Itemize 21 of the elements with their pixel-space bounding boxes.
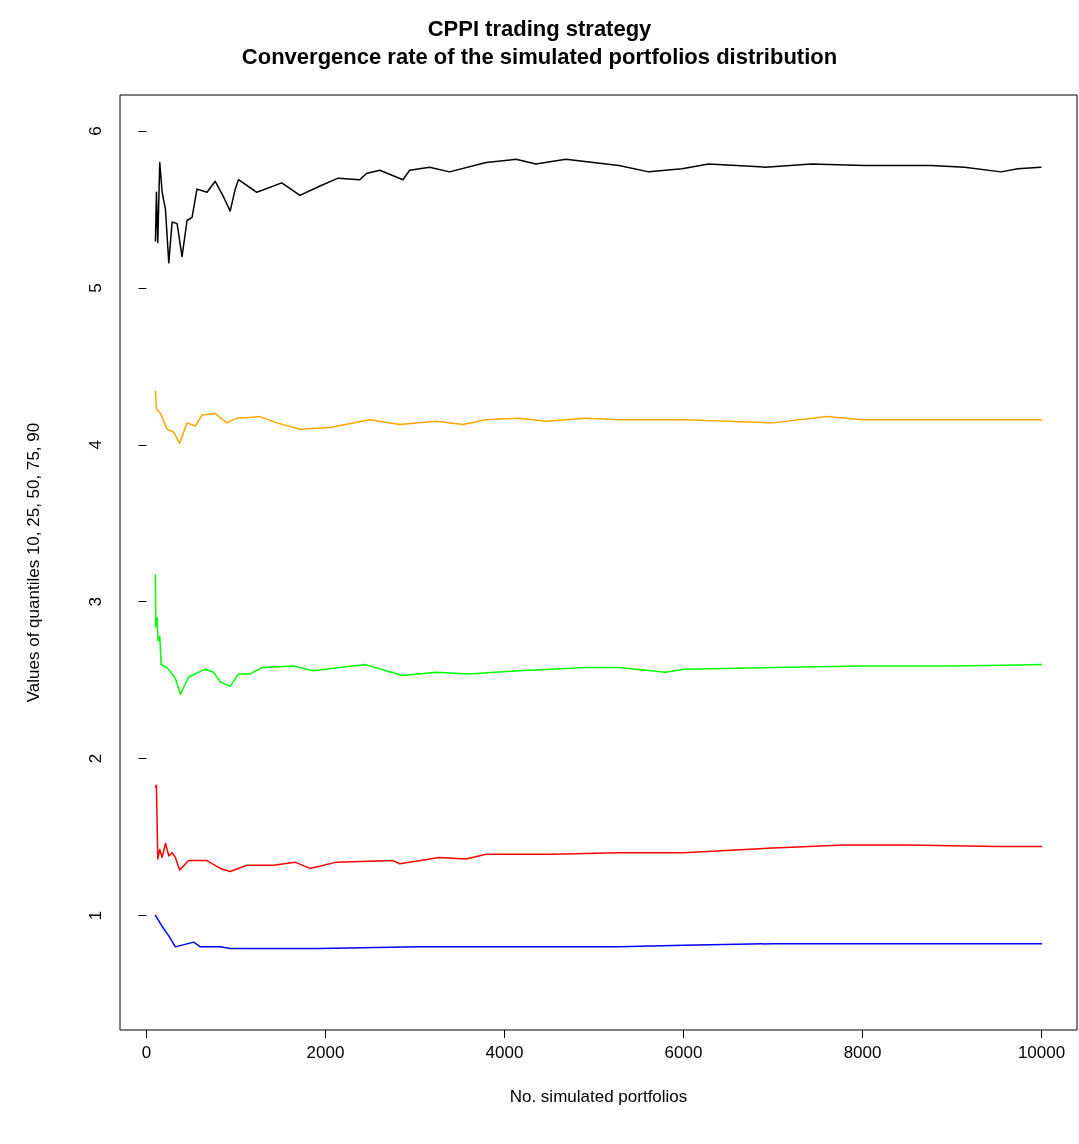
- x-tick-label: 8000: [843, 1043, 882, 1062]
- y-tick-label: 3: [86, 596, 105, 607]
- x-axis-title: No. simulated portfolios: [509, 1087, 688, 1106]
- y-tick-label: 2: [86, 753, 105, 764]
- x-tick-label: 2000: [306, 1043, 345, 1062]
- y-tick-label: 1: [86, 910, 105, 921]
- y-tick-label: 6: [86, 126, 105, 136]
- y-tick-label: 5: [86, 283, 105, 293]
- x-tick-label: 6000: [664, 1043, 703, 1062]
- chart-subtitle: Convergence rate of the simulated portfolios distribution: [241, 43, 838, 69]
- x-tick-label: 4000: [485, 1043, 524, 1062]
- line-series: [154, 390, 1043, 445]
- line-series: [154, 158, 1042, 264]
- x-tick-label: 10000: [1017, 1043, 1066, 1062]
- line-series: [154, 914, 1043, 950]
- line-series: [154, 784, 1043, 873]
- y-axis-title: Values of quantiles 10, 25, 50, 75, 90: [24, 422, 43, 703]
- chart-title: CPPI trading strategy: [427, 15, 653, 41]
- x-tick-label: 0: [141, 1043, 152, 1062]
- y-tick-label: 4: [86, 440, 105, 450]
- line-series: [154, 574, 1043, 696]
